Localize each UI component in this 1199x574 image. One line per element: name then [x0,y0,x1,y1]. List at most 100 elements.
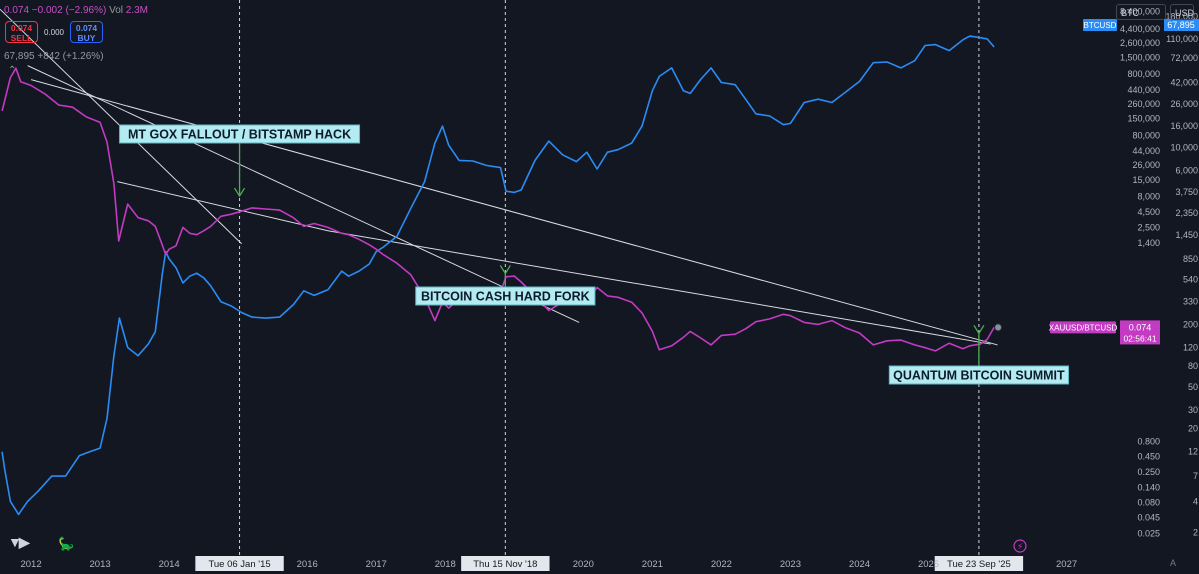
y-right-tick-label: 6,000 [1175,166,1198,176]
buy-button[interactable]: 0.074 BUY [70,21,103,43]
y-left-tick-label: 2,500 [1137,222,1160,232]
y-right-tick-label: 42,000 [1170,77,1198,87]
trendline-4 [117,181,329,232]
dino-icon: 🦕 [58,536,75,551]
trade-panel: 0.074 SELL 0.000 0.074 BUY [5,21,103,43]
annotation-box-2 [415,286,596,306]
date-label-2: Thu 15 Nov '18 [473,559,537,570]
y-left-tick-label: 0.080 [1137,497,1160,507]
y-right-tick-label: 4 [1193,496,1198,506]
y-left-tick-label: 4,400,000 [1120,24,1160,34]
auto-scale-button[interactable]: A [1170,558,1177,568]
y-right-tick-label: 110,000 [1166,34,1198,44]
y-right-tick-label: 16,000 [1170,121,1198,131]
date-label-3: Tue 23 Sep '25 [947,559,1011,570]
spread-value: 0.000 [43,27,65,37]
currency-select[interactable]: USD [1170,4,1194,20]
y-left-tick-label: 440,000 [1127,85,1160,95]
ratio-name-tag-bg [1050,321,1116,334]
y-right-tick-label: 540 [1183,274,1198,284]
trendline-2 [27,65,580,323]
x-tick-label: 2024 [849,559,870,570]
y-left-tick-label: 0.025 [1137,528,1160,538]
x-tick-label: 2021 [642,559,663,570]
x-tick-label: 2018 [435,559,456,570]
x-tick-label: 2012 [20,559,41,570]
y-left-tick-label: 0.250 [1137,467,1160,477]
y-left-tick-label: 15,000 [1132,175,1160,185]
y-left-tick-label: 800,000 [1127,69,1160,79]
ratio-price-tag: 0.074 [1129,322,1152,332]
annotations: MT GOX FALLOUT / BITSTAMP HACK BITCOIN CA… [119,124,1070,385]
btc-price-tag: 67,895 [1167,20,1195,30]
y-right-tick-label: 26,000 [1170,99,1198,109]
y-right-tick-label: 80 [1188,361,1198,371]
y-left-tick-label: 8,400,000 [1120,7,1160,17]
ratio-quote-row: 0.074 −0.002 (−2.96%) Vol 2.3M [4,5,148,16]
y-right-tick-label: 2,350 [1175,208,1198,218]
trendlines [0,8,998,346]
buy-price: 0.074 [75,23,98,33]
flash-icon-ring [1013,539,1027,553]
ratio-quote: 0.074 −0.002 (−2.96%) [4,5,107,16]
y-left-tick-label: 260,000 [1127,99,1160,109]
y-left-tick-label: 0.140 [1137,483,1160,493]
y-right-tick-label: 50 [1188,382,1198,392]
date-label-bg-2 [461,556,550,571]
btc-name-tag: BTCUSD [1084,21,1117,30]
x-tick-label: 2022 [711,559,732,570]
y-right-tick-label: 200 [1183,319,1198,329]
sell-label: SELL [10,33,33,43]
x-tick-label: 2025 [918,559,939,570]
y-right-tick-label: 3,750 [1175,187,1198,197]
volume-value: 2.3M [125,5,149,16]
x-tick-label: 2023 [780,559,801,570]
y-right-tick-label: 30 [1188,405,1198,415]
y-right-tick-label: 850 [1183,254,1198,264]
last-value-dot [994,323,1003,332]
btc-name-tag-bg [1083,19,1117,32]
x-tick-label: 2017 [366,559,387,570]
date-label-bg-1 [195,556,284,571]
btc-quote: 67,895 +842 (+1.26%) [4,51,104,62]
trendline-3 [30,79,998,346]
flash-icon: ⚡ [1017,543,1023,553]
annotation-box-1 [119,124,361,144]
y-left-tick-label: 150,000 [1127,114,1160,124]
buy-label: BUY [77,33,96,43]
date-label-bg-3 [934,556,1024,571]
arrow-head-3 [973,324,985,335]
series-btcusd-line [1,35,995,516]
y-left-tick-label: 0.800 [1137,436,1160,446]
ratio-countdown: 02:56:41 [1123,333,1156,343]
arrow-head-1 [233,187,246,198]
btc-price-tag-bg [1164,19,1199,32]
y-right-tick-label: 120 [1183,343,1198,353]
x-tick-label: 2014 [159,559,180,570]
y-right-tick-label: 20 [1188,424,1198,434]
y-left-tick-label: 0.045 [1137,513,1160,523]
sell-button[interactable]: 0.074 SELL [5,21,38,43]
volume-label: Vol [109,5,123,16]
y-right-tick-label: 12 [1188,447,1198,457]
y-right-tick-label: 72,000 [1170,53,1198,63]
x-tick-label: 2016 [297,559,318,570]
x-tick-label: 2020 [573,559,594,570]
trendline-5 [327,230,991,345]
y-left-tick-label: 8,000 [1137,191,1160,201]
annotation-box-3 [888,365,1070,385]
y-left-tick-label: 1,400 [1137,238,1160,248]
y-left-tick-label: 1,500,000 [1120,52,1160,62]
y-left-tick-label: 26,000 [1132,160,1160,170]
annotation-text-2: BITCOIN CASH HARD FORK [421,290,590,304]
axes: Tue 06 Jan '15 Thu 15 Nov '18 Tue 23 Sep '… [20,7,1199,571]
symbol-select[interactable]: BTC [1116,4,1166,20]
date-label-1: Tue 06 Jan '15 [208,559,270,570]
ratio-price-tag-bg [1120,320,1160,345]
chevron-up-icon[interactable]: ⌃ [8,65,17,76]
annotation-text-1: MT GOX FALLOUT / BITSTAMP HACK [128,128,351,142]
y-left-tick-label: 44,000 [1132,146,1160,156]
